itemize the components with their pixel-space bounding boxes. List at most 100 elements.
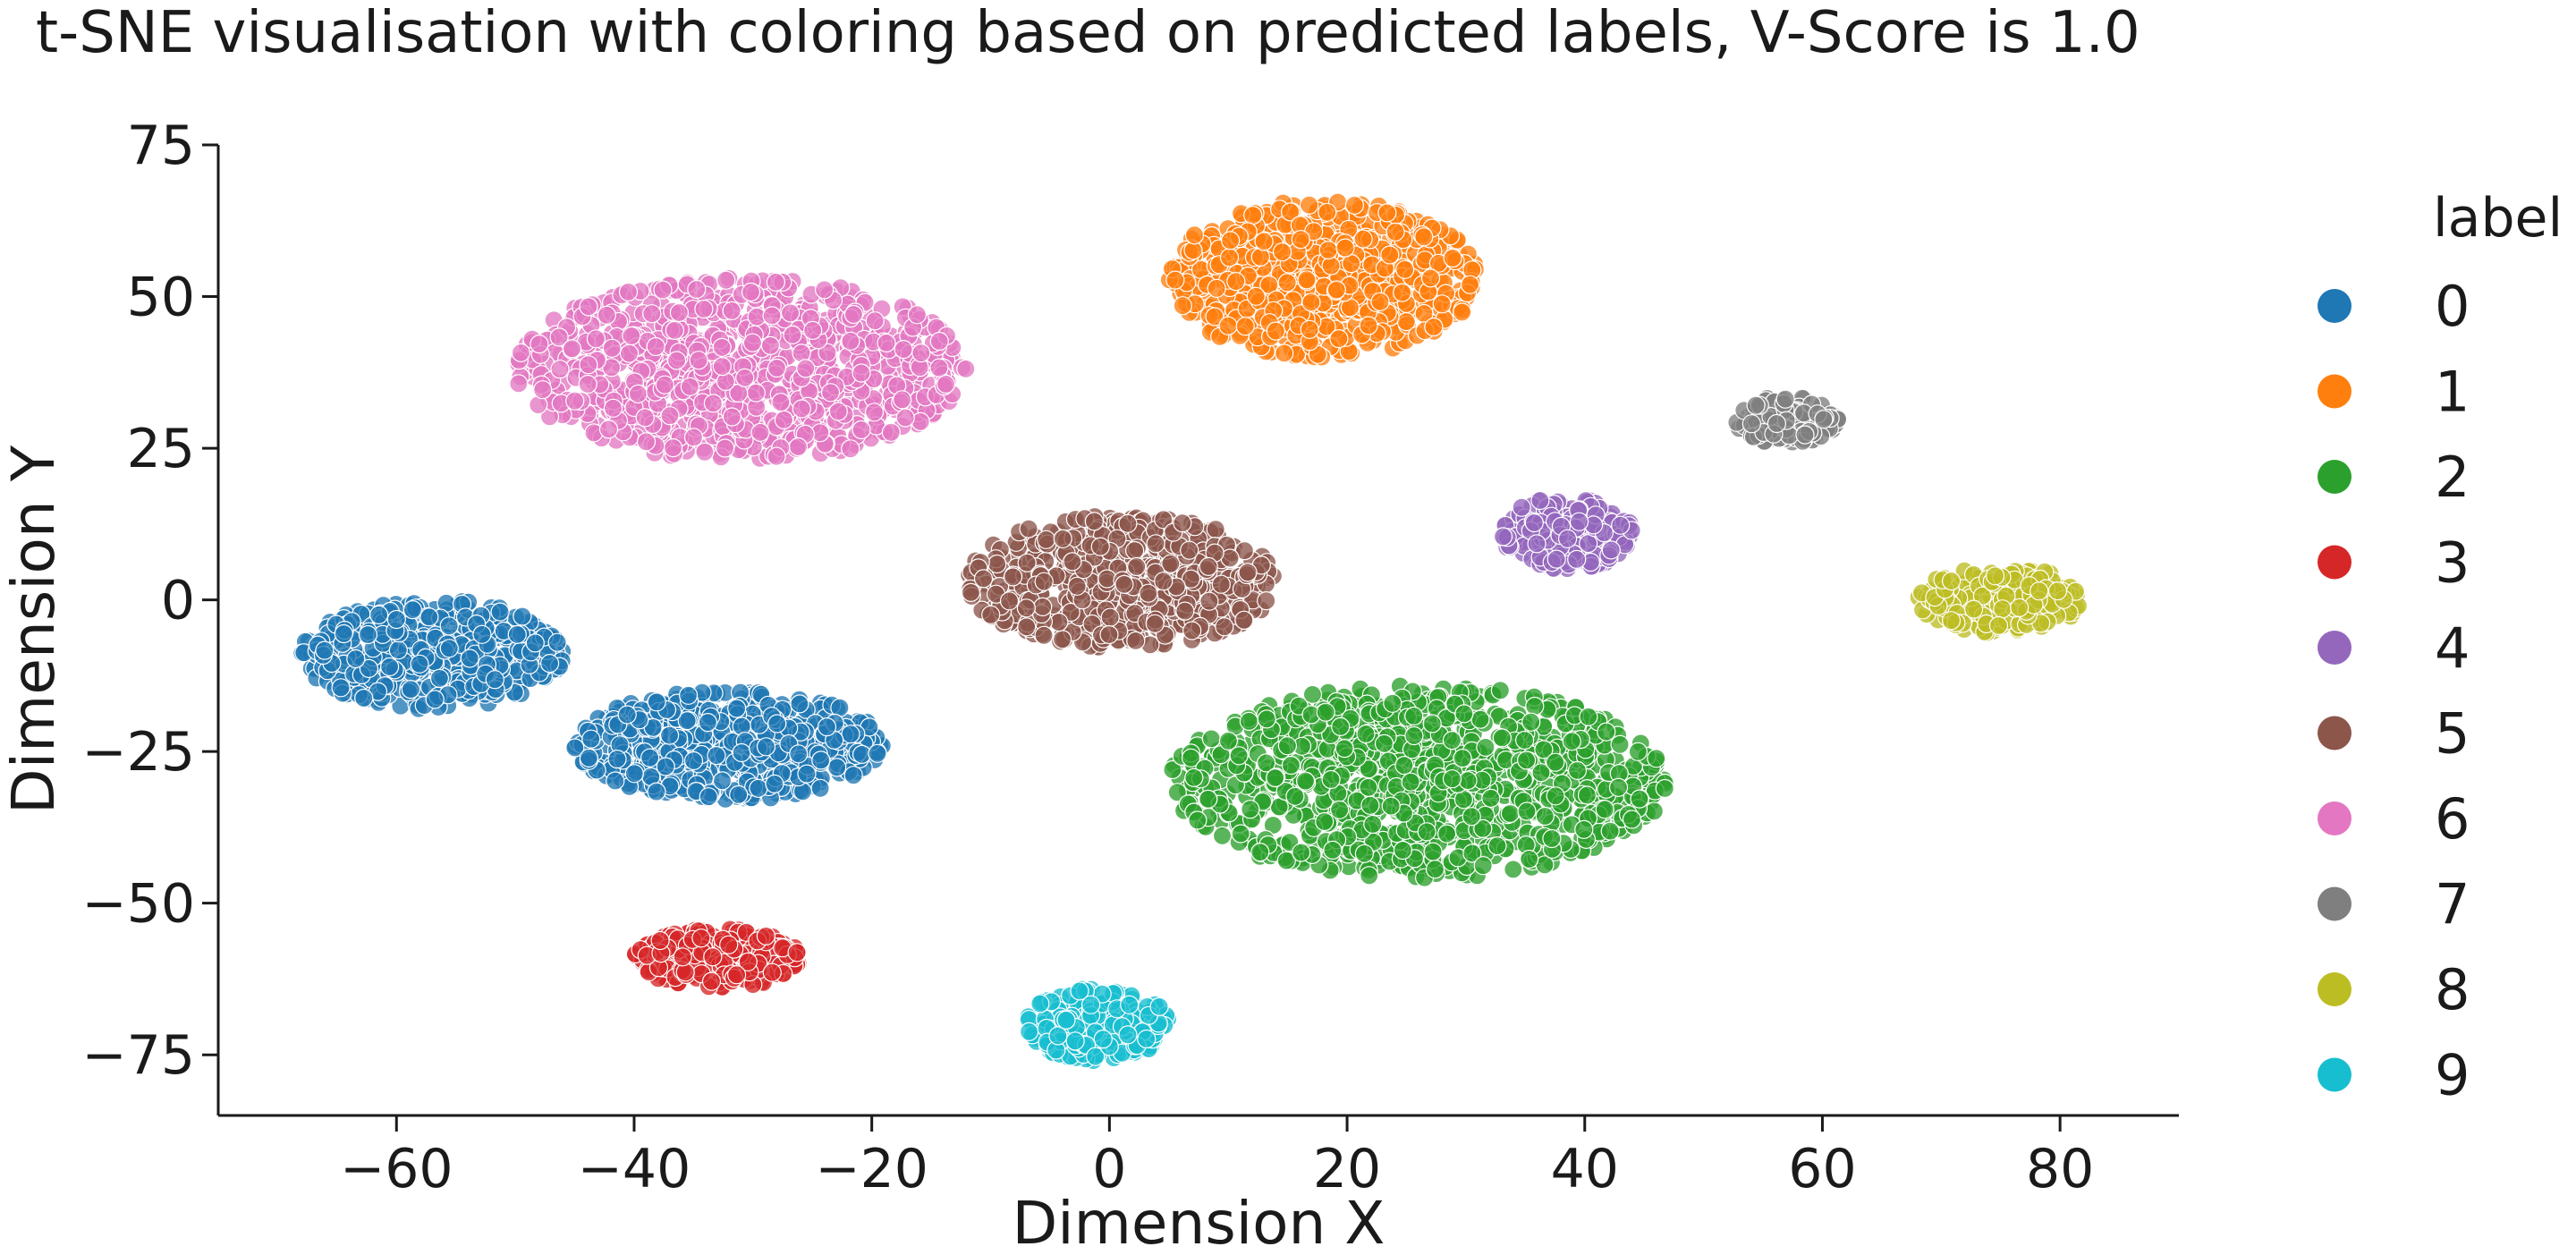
scatter-point <box>1442 730 1462 750</box>
scatter-point <box>369 605 389 625</box>
scatter-point <box>1146 534 1165 554</box>
scatter-point <box>1628 742 1648 761</box>
scatter-point <box>1238 563 1258 582</box>
scatter-point <box>1211 574 1231 594</box>
scatter-point <box>1377 203 1397 223</box>
scatter-point <box>1424 317 1444 337</box>
scatter-point <box>1036 530 1056 549</box>
scatter-point <box>1622 810 1642 829</box>
scatter-point <box>1395 259 1415 279</box>
scatter-point <box>460 649 479 668</box>
scatter-point <box>961 582 981 603</box>
points-layer <box>292 192 2089 1071</box>
scatter-point <box>1184 767 1204 788</box>
scatter-point <box>640 748 660 767</box>
scatter-point <box>1597 722 1616 742</box>
scatter-point <box>1436 824 1457 844</box>
scatter-point <box>729 784 749 805</box>
scatter-point <box>624 764 644 784</box>
scatter-point <box>1220 231 1241 250</box>
scatter-point <box>973 569 994 589</box>
scatter-point <box>429 668 449 688</box>
scatter-point <box>797 764 817 784</box>
scatter-point <box>1380 245 1400 265</box>
scatter-point <box>1394 755 1414 776</box>
scatter-point <box>1215 617 1234 637</box>
scatter-point <box>401 679 420 700</box>
scatter-point <box>410 654 429 674</box>
scatter-point <box>1231 824 1250 844</box>
scatter-point <box>1460 275 1480 294</box>
scatter-point <box>841 439 860 459</box>
scatter-point <box>1546 549 1566 569</box>
scatter-point <box>550 360 570 379</box>
scatter-point <box>707 745 726 766</box>
scatter-point <box>698 712 718 733</box>
scatter-point <box>1321 256 1341 276</box>
scatter-point <box>388 640 408 660</box>
scatter-point <box>1207 278 1226 298</box>
scatter-point <box>1323 840 1343 861</box>
scatter-point <box>419 607 439 627</box>
scatter-point <box>617 705 637 725</box>
scatter-point <box>1272 242 1292 262</box>
scatter-point <box>1124 540 1145 561</box>
scatter-point <box>1275 343 1294 363</box>
scatter-point <box>699 787 718 807</box>
scatter-point <box>1206 520 1225 539</box>
scatter-point <box>703 947 723 967</box>
scatter-point <box>1481 788 1501 809</box>
scatter-point <box>895 408 915 428</box>
scatter-point <box>539 653 560 674</box>
scatter-point <box>619 343 640 363</box>
scatter-point <box>1443 248 1462 268</box>
series-0-points <box>292 591 892 809</box>
scatter-point <box>678 685 699 705</box>
scatter-point <box>796 359 816 378</box>
scatter-point <box>1363 814 1383 835</box>
scatter-point <box>673 947 692 967</box>
scatter-point <box>1567 760 1588 781</box>
scatter-point <box>1516 750 1537 770</box>
scatter-point <box>956 359 976 378</box>
scatter-point <box>1420 268 1441 288</box>
scatter-point <box>513 606 532 626</box>
scatter-point <box>354 688 374 708</box>
scatter-point <box>1199 591 1219 611</box>
scatter-point <box>1300 195 1319 215</box>
scatter-point <box>894 340 913 360</box>
scatter-point <box>1359 777 1378 797</box>
scatter-point <box>1647 749 1666 768</box>
scatter-point <box>1318 202 1337 222</box>
scatter-point <box>1462 807 1481 827</box>
scatter-point <box>762 962 782 982</box>
scatter-point <box>767 358 787 378</box>
scatter-point <box>1218 316 1238 335</box>
scatter-point <box>1490 681 1511 700</box>
scatter-point <box>727 699 747 718</box>
scatter-point <box>1610 734 1630 754</box>
scatter-point <box>1034 572 1054 591</box>
scatter-point <box>1052 630 1072 649</box>
scatter-point <box>1520 849 1539 869</box>
scatter-point <box>749 778 768 798</box>
scatter-point <box>1401 772 1420 792</box>
scatter-point <box>1360 795 1380 815</box>
scatter-point <box>694 299 714 319</box>
scatter-point <box>359 658 378 679</box>
scatter-point <box>1114 574 1134 595</box>
scatter-point <box>1425 860 1445 879</box>
scatter-point <box>1250 842 1270 862</box>
scatter-point <box>1235 317 1255 336</box>
scatter-point <box>1452 302 1472 322</box>
scatter-point <box>642 304 662 324</box>
scatter-point <box>1145 614 1165 633</box>
scatter-point <box>1301 293 1321 312</box>
scatter-point <box>1084 512 1105 531</box>
scatter-point <box>472 624 492 644</box>
scatter-point <box>1353 229 1373 249</box>
scatter-point <box>1356 724 1376 744</box>
scatter-point <box>1118 513 1138 533</box>
scatter-point <box>1393 840 1413 861</box>
scatter-point <box>606 771 625 791</box>
